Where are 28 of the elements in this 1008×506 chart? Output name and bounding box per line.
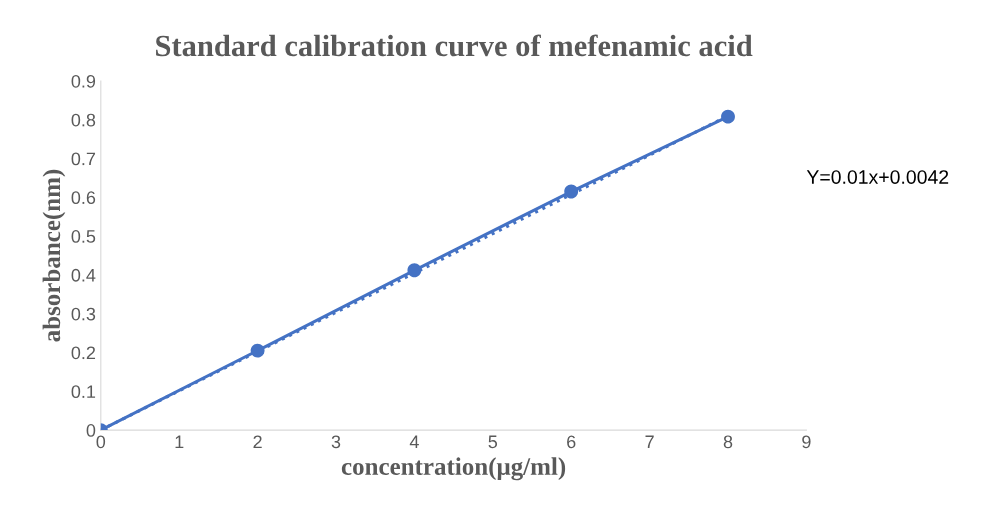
y-tick-label: 0.1	[71, 385, 96, 399]
y-tick-label: 0.6	[71, 191, 96, 205]
y-tick-label: 0.8	[71, 113, 96, 127]
x-tick-label: 6	[567, 435, 576, 449]
y-axis-title: absorbance(nm)	[42, 169, 66, 342]
y-tick-label: 0	[86, 424, 96, 437]
x-tick-label: 8	[723, 435, 733, 449]
point	[250, 343, 265, 358]
x-tick-label: 0	[96, 435, 106, 449]
y-tick-label: 0.7	[71, 152, 96, 166]
chart-title: Standard calibration curve of mefenamic acid	[156, 34, 753, 57]
x-tick-label: 7	[645, 435, 654, 449]
point	[407, 263, 422, 278]
point	[564, 184, 579, 199]
y-tick-label: 0.2	[71, 346, 96, 360]
text: Y=0.01x+0.0042	[806, 170, 949, 184]
x-tick-label: 4	[409, 435, 419, 449]
y-tick-label: 0.3	[71, 307, 96, 321]
y-tick-label: 0.5	[71, 230, 96, 243]
y-tick-label: 0.9	[71, 74, 96, 88]
x-tick-label: 5	[488, 435, 498, 449]
x-tick-label: 3	[331, 435, 341, 449]
y-tick-label: 0.4	[71, 268, 96, 282]
x-tick-label: 9	[802, 435, 811, 449]
x-tick-label: 2	[253, 435, 262, 449]
point	[721, 109, 735, 124]
x-tick-label: 1	[175, 435, 184, 449]
x-axis-title: concentration(μg/ml)	[341, 457, 566, 481]
